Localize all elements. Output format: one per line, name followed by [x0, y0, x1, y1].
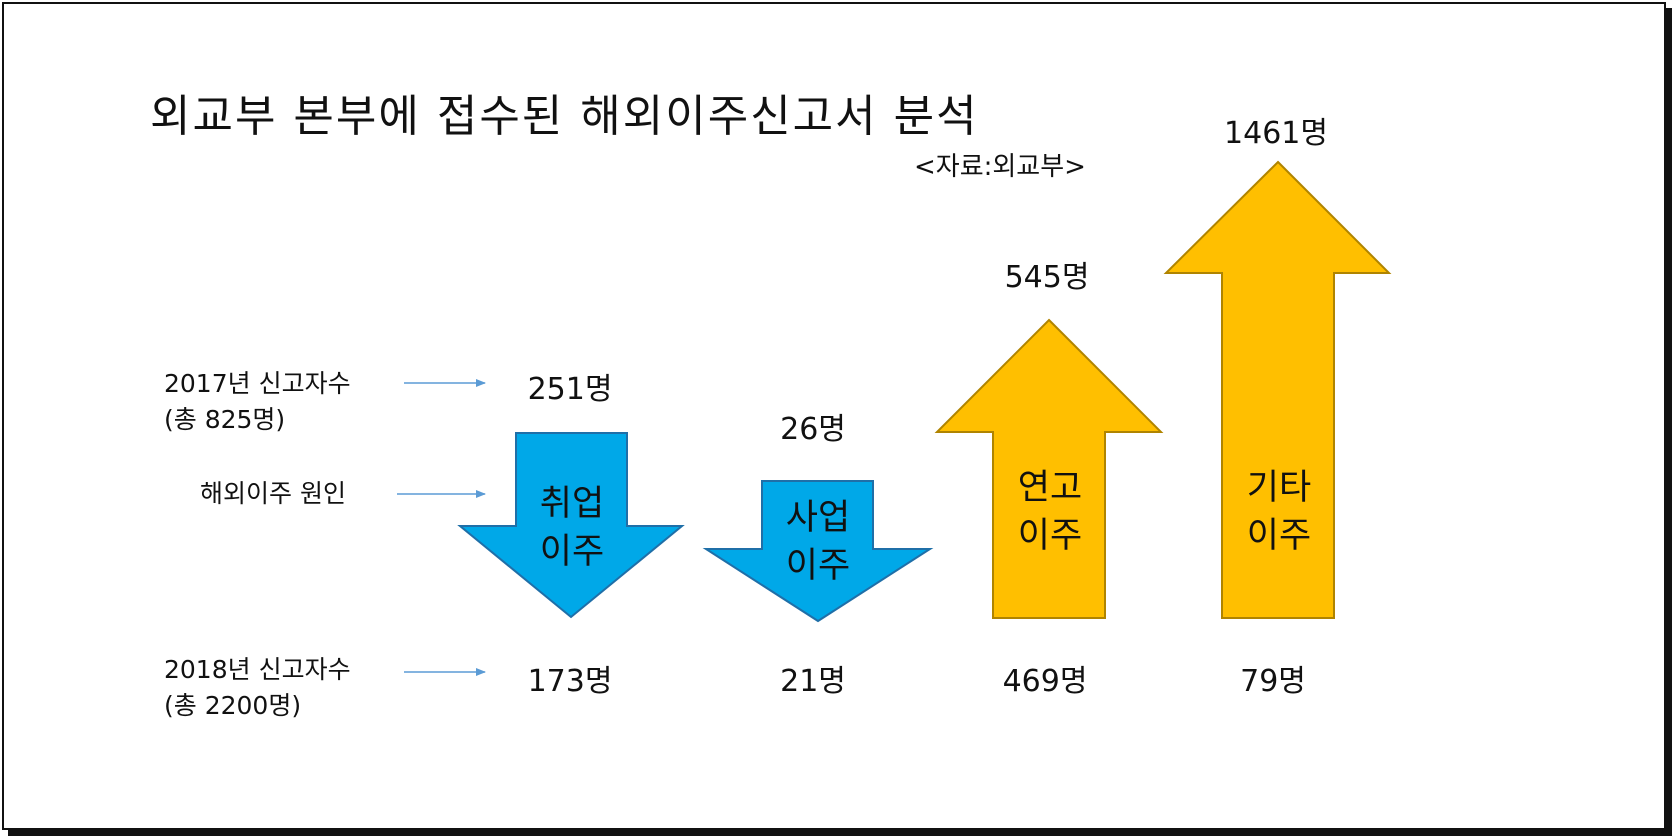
- diagram-title: 외교부 본부에 접수된 해외이주신고서 분석: [150, 91, 979, 142]
- value-family-2018: 545명: [1004, 260, 1090, 295]
- label-2017-line1: 2017년 신고자수: [164, 369, 351, 398]
- arrow-label-family-line1: 연고: [1017, 468, 1083, 508]
- arrow-label-business-line2: 이주: [785, 546, 851, 586]
- frame-shadow-bottom: [8, 830, 1672, 836]
- value-employment-2017: 251명: [527, 372, 613, 407]
- arrow-label-other-line2: 이주: [1246, 516, 1312, 556]
- arrow-label-business: 사업 이주: [758, 494, 878, 590]
- label-2018-count: 2018년 신고자수 (총 2200명): [164, 652, 351, 724]
- arrow-label-family: 연고 이주: [990, 464, 1110, 560]
- value-family-2017: 469명: [1002, 664, 1088, 699]
- frame-shadow-right: [1666, 8, 1672, 834]
- label-2018-line1: 2018년 신고자수: [164, 655, 351, 684]
- label-2017-count: 2017년 신고자수 (총 825명): [164, 366, 351, 438]
- source-note: <자료:외교부>: [914, 152, 1086, 182]
- value-employment-2018: 173명: [527, 664, 613, 699]
- arrow-label-employment-line1: 취업: [539, 484, 605, 524]
- arrow-label-other-line1: 기타: [1246, 468, 1312, 508]
- value-other-2018: 1461명: [1224, 116, 1328, 151]
- label-2017-line2: (총 825명): [164, 405, 286, 434]
- arrow-label-other: 기타 이주: [1219, 464, 1339, 560]
- label-2018-line2: (총 2200명): [164, 691, 302, 720]
- arrow-down-employment: [457, 432, 685, 619]
- arrow-up-other: [1163, 160, 1392, 619]
- arrow-label-business-line1: 사업: [785, 498, 851, 538]
- label-cause: 해외이주 원인: [200, 479, 346, 508]
- arrow-up-family: [934, 318, 1164, 619]
- arrow-label-employment-line2: 이주: [539, 532, 605, 572]
- value-business-2018: 21명: [780, 664, 846, 699]
- arrow-down-business: [702, 480, 934, 623]
- value-other-2017: 79명: [1240, 664, 1306, 699]
- value-business-2017: 26명: [780, 412, 846, 447]
- arrow-label-employment: 취업 이주: [512, 480, 632, 576]
- arrow-label-family-line2: 이주: [1017, 516, 1083, 556]
